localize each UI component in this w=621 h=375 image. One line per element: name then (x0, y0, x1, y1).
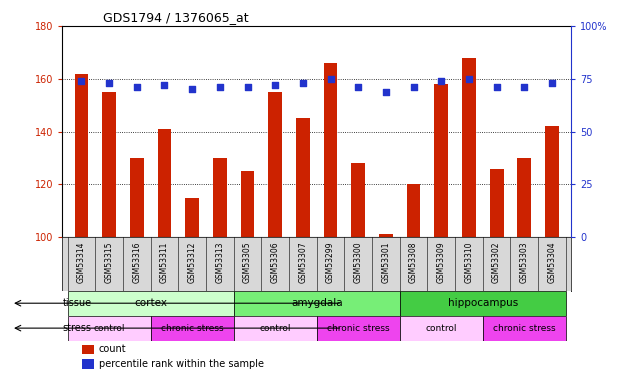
Text: control: control (425, 324, 457, 333)
Point (270, 82, 280, 88)
Text: count: count (99, 344, 127, 354)
Point (437, 78, 446, 84)
Text: control: control (260, 324, 291, 333)
Bar (545, 126, 559, 237)
Point (104, 80, 114, 86)
Text: GSM53309: GSM53309 (437, 242, 446, 283)
Bar (400, 291, 566, 316)
Text: chronic stress: chronic stress (327, 324, 389, 333)
Text: GSM53316: GSM53316 (132, 242, 142, 283)
Bar (268, 92, 282, 237)
Bar (68, 291, 233, 316)
Point (132, 84, 142, 90)
Bar (317, 316, 400, 340)
Text: GSM53313: GSM53313 (215, 242, 224, 283)
Bar (296, 118, 310, 237)
Bar (490, 168, 504, 237)
Text: hippocampus: hippocampus (448, 298, 518, 308)
Text: percentile rank within the sample: percentile rank within the sample (99, 358, 264, 369)
Point (519, 84, 529, 90)
Point (464, 76, 474, 82)
Point (215, 84, 225, 90)
Bar (102, 92, 116, 237)
Bar (130, 158, 143, 237)
Text: stress: stress (63, 323, 92, 333)
Text: GDS1794 / 1376065_at: GDS1794 / 1376065_at (103, 11, 248, 24)
Text: GSM53315: GSM53315 (105, 242, 114, 283)
Point (76, 78, 86, 84)
Text: control: control (93, 324, 125, 333)
Text: chronic stress: chronic stress (161, 324, 224, 333)
Bar (83, 359, 94, 369)
Bar (68, 316, 151, 340)
Bar (379, 234, 393, 237)
Text: GSM53305: GSM53305 (243, 242, 252, 283)
Point (243, 84, 253, 90)
Point (298, 80, 308, 86)
Text: GSM53303: GSM53303 (520, 242, 528, 283)
Bar (158, 129, 171, 237)
Point (409, 84, 419, 90)
Text: GSM53302: GSM53302 (492, 242, 501, 283)
Bar (407, 184, 420, 237)
Text: GSM53308: GSM53308 (409, 242, 418, 283)
Point (187, 87, 197, 93)
Text: chronic stress: chronic stress (493, 324, 556, 333)
Text: GSM53306: GSM53306 (271, 242, 279, 283)
Text: GSM53314: GSM53314 (77, 242, 86, 283)
Bar (324, 63, 337, 237)
Text: amygdala: amygdala (291, 298, 343, 308)
Text: GSM53301: GSM53301 (381, 242, 391, 283)
Bar (151, 316, 233, 340)
Point (492, 84, 502, 90)
Bar (213, 158, 227, 237)
Bar (233, 291, 400, 316)
Text: GSM53307: GSM53307 (298, 242, 307, 283)
Bar (462, 58, 476, 237)
Bar (400, 316, 483, 340)
Text: GSM53312: GSM53312 (188, 242, 197, 283)
Bar (517, 158, 531, 237)
Text: GSM53304: GSM53304 (548, 242, 556, 283)
Point (547, 80, 557, 86)
Point (353, 84, 363, 90)
Bar (351, 163, 365, 237)
Text: tissue: tissue (63, 298, 92, 308)
Bar (83, 345, 94, 354)
Point (381, 88, 391, 94)
Point (160, 82, 170, 88)
Bar (233, 316, 317, 340)
Bar (434, 84, 448, 237)
Bar (240, 171, 255, 237)
Bar (185, 198, 199, 237)
Text: GSM53300: GSM53300 (354, 242, 363, 283)
Text: cortex: cortex (134, 298, 167, 308)
Text: GSM53310: GSM53310 (465, 242, 473, 283)
Bar (75, 74, 88, 237)
Point (325, 76, 335, 82)
Text: GSM53311: GSM53311 (160, 242, 169, 283)
Text: GSM53299: GSM53299 (326, 242, 335, 283)
Bar (483, 316, 566, 340)
